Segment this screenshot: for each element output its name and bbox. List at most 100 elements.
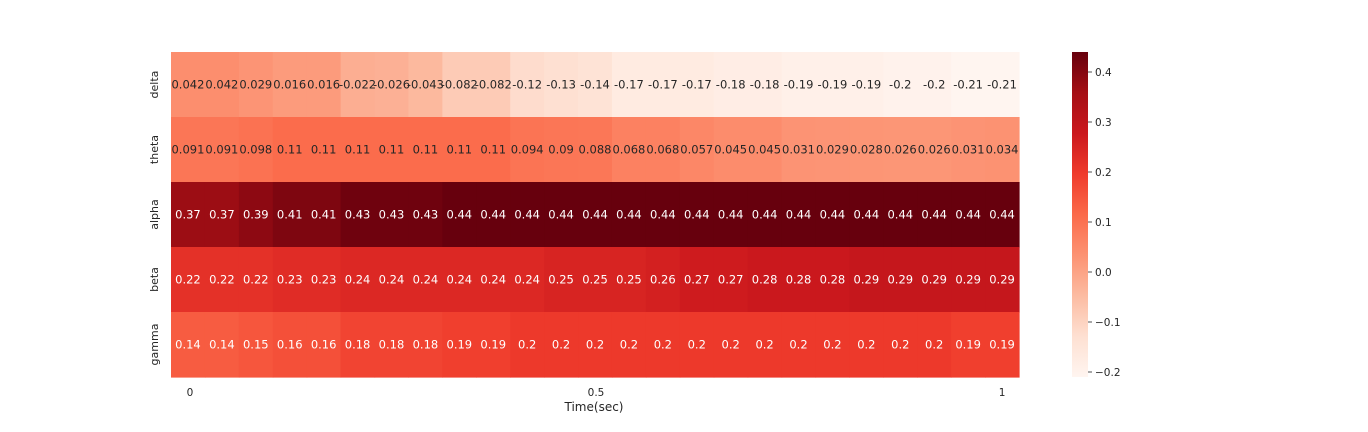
cell-value-label: 0.37 [175, 208, 201, 222]
cell-value-label: 0.44 [921, 208, 947, 222]
heatmap-cell [578, 247, 613, 313]
heatmap-cell [611, 182, 647, 248]
heatmap-cell [238, 182, 274, 248]
colorbar-ticks: 0.4 0.3 0.2 0.1 0.0 −0.1 −0.2 [1088, 67, 1121, 379]
cell-value-label: 0.44 [548, 208, 574, 222]
cell-value-label: 0.29 [854, 273, 880, 287]
cell-value-label: 0.094 [511, 143, 544, 157]
heatmap-cell [408, 117, 443, 183]
cell-value-label: 0.24 [413, 273, 439, 287]
colorbar-tick-label: 0.3 [1095, 117, 1112, 129]
cell-value-labels: 0.042 0.042 0.029 0.016 0.016-0.022-0.026-0.… [171, 78, 1018, 352]
cell-value-label: 0.2 [925, 338, 943, 352]
heatmap-cell [679, 117, 715, 183]
heatmap-cell [611, 117, 647, 183]
heatmap-cell [781, 52, 817, 118]
heatmap-cell [510, 52, 545, 118]
heatmap-cell [204, 182, 240, 248]
cell-value-label: 0.44 [786, 208, 812, 222]
cell-value-label: 0.2 [823, 338, 841, 352]
heatmap-cell [645, 247, 681, 313]
cell-value-label: 0.091 [205, 143, 238, 157]
heatmap-cell [544, 52, 579, 118]
heatmap-cell [985, 247, 1020, 313]
heatmap-cell [917, 247, 952, 313]
heatmap-cell [781, 312, 817, 378]
cell-value-label: -0.18 [750, 78, 780, 92]
heatmap-cell [951, 182, 986, 248]
cell-value-label: 0.2 [552, 338, 570, 352]
cell-value-label: 0.41 [311, 208, 337, 222]
cell-value-label: 0.11 [277, 143, 303, 157]
heatmap-cell [238, 117, 274, 183]
cell-value-label: 0.068 [612, 143, 645, 157]
cell-value-label: 0.2 [755, 338, 773, 352]
colorbar-tick-label: 0.4 [1095, 67, 1112, 79]
heatmap-cell [544, 117, 579, 183]
colorbar-tick-label: 0.0 [1095, 267, 1112, 279]
heatmap-cell [713, 247, 749, 313]
cell-value-label: 0.27 [684, 273, 710, 287]
cell-value-label: 0.24 [480, 273, 506, 287]
cell-value-label: 0.15 [243, 338, 269, 352]
heatmap-cell [306, 52, 342, 118]
cell-value-label: 0.19 [955, 338, 981, 352]
cell-value-label: 0.24 [514, 273, 540, 287]
cell-value-label: 0.28 [752, 273, 778, 287]
cell-value-label: 0.031 [952, 143, 985, 157]
x-tick-label: 0.5 [588, 387, 605, 399]
heatmap-cell [476, 117, 511, 183]
x-tick-label: 1 [999, 387, 1006, 399]
cell-value-label: 0.016 [273, 78, 306, 92]
heatmap-cell [645, 117, 681, 183]
cell-value-label: 0.029 [816, 143, 849, 157]
heatmap-cell [578, 312, 613, 378]
heatmap-cell [849, 312, 884, 378]
cell-value-label: 0.2 [789, 338, 807, 352]
cell-value-label: 0.23 [311, 273, 337, 287]
colorbar-tick-label: 0.2 [1095, 167, 1112, 179]
heatmap-cell [951, 247, 986, 313]
heatmap-cell [645, 312, 681, 378]
heatmap-cell [204, 117, 240, 183]
heatmap-cell [951, 312, 986, 378]
x-axis-label: Time(sec) [564, 400, 624, 414]
cell-value-label: 0.29 [955, 273, 981, 287]
cell-value-label: -0.082 [441, 78, 478, 92]
heatmap-cell [544, 312, 579, 378]
cell-value-label: 0.11 [379, 143, 405, 157]
heatmap-cell [747, 312, 783, 378]
heatmap-cell [408, 182, 443, 248]
heatmap-cell [171, 312, 206, 378]
heatmap-cell [272, 247, 308, 313]
heatmap-cell [476, 247, 511, 313]
heatmap-cell [951, 117, 986, 183]
heatmap-cell [849, 247, 884, 313]
cell-value-label: 0.25 [582, 273, 608, 287]
cell-value-label: 0.44 [752, 208, 778, 222]
heatmap-cell [171, 182, 206, 248]
x-tick-label: 0 [187, 387, 194, 399]
cell-value-label: 0.16 [311, 338, 337, 352]
heatmap-cell [679, 182, 715, 248]
cell-value-label: 0.2 [857, 338, 875, 352]
cell-value-label: 0.09 [548, 143, 574, 157]
cell-value-label: -0.2 [889, 78, 911, 92]
cell-value-label: 0.22 [175, 273, 201, 287]
cell-value-label: 0.045 [748, 143, 781, 157]
heatmap-cell [713, 182, 749, 248]
heatmap-cell [340, 247, 376, 313]
cell-value-label: -0.043 [407, 78, 444, 92]
heatmap-cell [713, 52, 749, 118]
heatmap-cell [272, 182, 308, 248]
cell-value-label: 0.16 [277, 338, 303, 352]
heatmap-cell [985, 117, 1020, 183]
cell-value-label: 0.2 [688, 338, 706, 352]
heatmap-cell [272, 117, 308, 183]
colorbar-tick-label: −0.1 [1095, 317, 1121, 329]
heatmap-cell [476, 182, 511, 248]
heatmap-cell [408, 247, 443, 313]
heatmap-cell [476, 52, 511, 118]
cell-value-label: 0.11 [345, 143, 371, 157]
cell-value-label: 0.41 [277, 208, 303, 222]
